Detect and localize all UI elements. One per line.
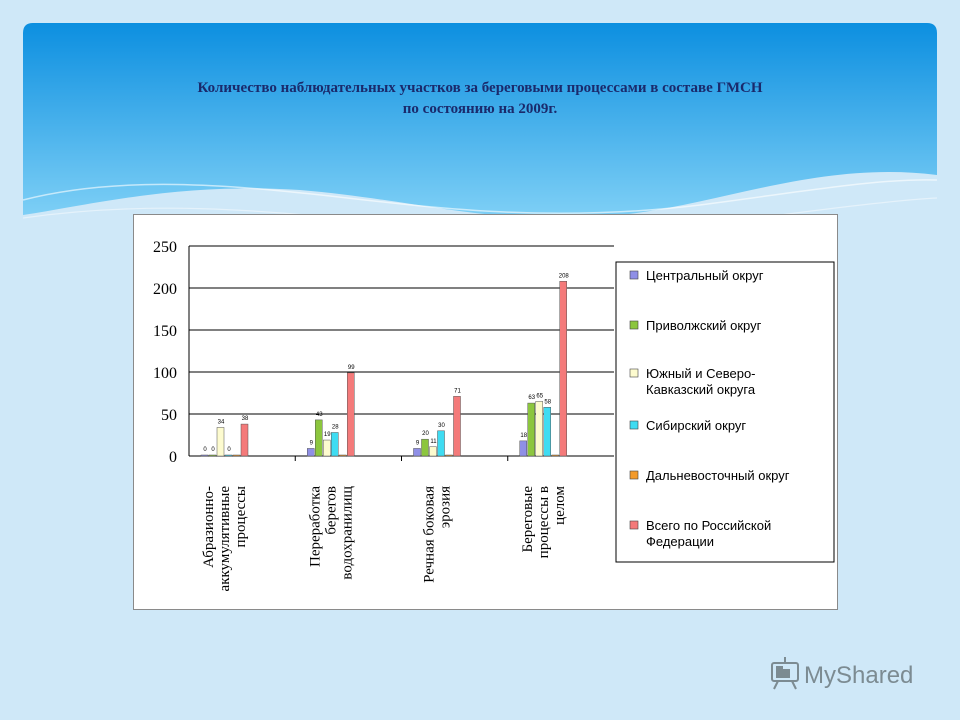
y-tick-label: 200 (153, 281, 177, 298)
legend-label: Федерации (646, 534, 714, 549)
bar (543, 407, 551, 457)
slide-title: Количество наблюдательных участков за бе… (60, 78, 900, 120)
legend-label: Южный и Северо- (646, 366, 756, 381)
data-label: 28 (332, 424, 339, 430)
data-label: 99 (348, 365, 355, 371)
bar (453, 396, 461, 457)
legend-swatch (629, 270, 639, 280)
slide-title-line-2: по состоянию на 2009г. (402, 101, 558, 117)
legend-swatch (629, 320, 639, 330)
category-label: целом (552, 486, 568, 525)
category-label: берегов (323, 486, 339, 535)
bar (323, 439, 331, 457)
legend-label: Сибирский округ (646, 418, 746, 433)
category-label: Переработка (307, 486, 323, 567)
bar (535, 401, 543, 457)
data-label: 19 (324, 432, 331, 438)
bar (429, 446, 437, 457)
data-label: 20 (422, 431, 429, 437)
y-tick-label: 100 (153, 365, 177, 382)
bar (307, 448, 315, 457)
legend-box (615, 261, 835, 563)
chart-container: 0 50 100 150 200 250 0 0 34 0 38 Абразионно-аккумул… (133, 214, 838, 610)
category-label: Абразионно- (201, 486, 217, 568)
bar (224, 454, 233, 457)
category-label: процессы в (536, 486, 552, 558)
bar (200, 454, 209, 457)
legend-label: Центральный округ (646, 268, 764, 283)
bar (437, 430, 445, 457)
category-label: аккумулятивные (217, 486, 233, 592)
bar (519, 440, 527, 457)
category-label: Береговые (520, 486, 536, 553)
wave-line-1 (22, 179, 938, 215)
bar (527, 402, 535, 457)
slide-title-line-1: Количество наблюдательных участков за бе… (197, 80, 763, 96)
data-label: 9 (310, 440, 314, 446)
data-label: 9 (416, 440, 420, 446)
projector-icon (771, 657, 799, 690)
data-label: 30 (438, 423, 445, 429)
bar (216, 427, 225, 457)
legend-label: Кавказский округа (646, 382, 756, 397)
bar (413, 448, 421, 457)
category-label: процессы (233, 486, 249, 547)
data-label: 34 (218, 419, 225, 425)
data-label: 0 (211, 447, 215, 453)
legend-swatch (629, 368, 639, 378)
bar (208, 454, 217, 457)
bar (331, 432, 339, 457)
legend-label: Приволжский округ (646, 318, 762, 333)
data-label: 18 (520, 433, 527, 439)
data-label: 11 (430, 439, 437, 445)
header-band (23, 23, 937, 219)
bar (240, 423, 249, 457)
bar (232, 454, 241, 457)
bar (445, 454, 453, 457)
y-tick-label: 150 (153, 323, 177, 340)
bar (559, 281, 567, 457)
category-label: Речная боковая (422, 486, 438, 583)
legend-swatch (629, 520, 639, 530)
bar (339, 454, 347, 457)
data-label: 208 (559, 273, 570, 279)
data-label: 43 (316, 412, 323, 418)
category-label: водохранилищ (339, 486, 355, 580)
category-label: эрозия (438, 486, 454, 528)
bar (315, 419, 323, 457)
data-label: 58 (544, 399, 551, 405)
y-tick-label: 250 (153, 239, 177, 256)
data-label: 71 (454, 388, 461, 394)
data-label: 65 (536, 393, 543, 399)
y-tick-label: 50 (161, 407, 177, 424)
data-label: 63 (528, 395, 535, 401)
legend-label: Всего по Российской (646, 518, 771, 533)
data-label: 38 (242, 416, 249, 422)
logo-text: MyShared (804, 662, 913, 689)
bar (421, 438, 429, 457)
bar (347, 372, 355, 457)
legend-swatch (629, 420, 639, 430)
data-label: 0 (227, 447, 231, 453)
bar (551, 454, 559, 457)
data-label: 0 (203, 447, 207, 453)
legend-label: Дальневосточный округ (646, 468, 790, 483)
y-tick-label: 0 (169, 449, 177, 466)
myshared-logo: MyShared (771, 657, 913, 690)
legend-swatch (629, 470, 639, 480)
